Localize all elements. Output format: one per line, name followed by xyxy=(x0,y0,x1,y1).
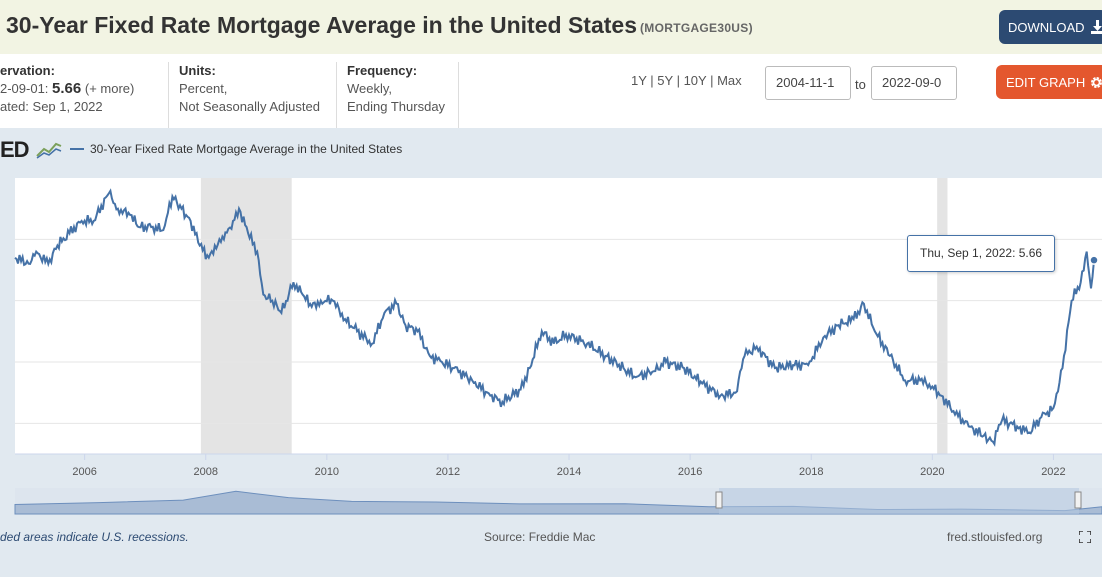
info-divider xyxy=(336,62,337,128)
range-max-link[interactable]: Max xyxy=(717,73,742,88)
start-date-input[interactable]: 2004-11-1 xyxy=(765,66,851,100)
frequency-label: Frequency: xyxy=(347,63,418,78)
source-note: Source: Freddie Mac xyxy=(484,530,596,544)
page-title: 30-Year Fixed Rate Mortgage Average in t… xyxy=(6,12,637,38)
info-divider xyxy=(458,62,459,128)
updated-date: ated: Sep 1, 2022 xyxy=(0,99,103,114)
plot-area xyxy=(15,178,1102,454)
tooltip-date: Thu, Sep 1, 2022: xyxy=(920,246,1016,260)
x-tick-label: 2006 xyxy=(72,466,96,478)
series-line xyxy=(14,188,1095,447)
units-line-2: Not Seasonally Adjusted xyxy=(179,99,320,114)
chart-tooltip: Thu, Sep 1, 2022: 5.66 xyxy=(907,235,1056,272)
frequency-line-1: Weekly, xyxy=(347,81,393,96)
observation-value: 5.66 xyxy=(52,80,82,97)
navigator-right-handle[interactable] xyxy=(1074,491,1082,509)
recession-bands xyxy=(200,178,948,454)
frequency-line-2: Ending Thursday xyxy=(347,99,446,114)
download-label: DOWNLOAD xyxy=(1008,19,1085,35)
range-10y-link[interactable]: 10Y xyxy=(683,73,707,88)
observation-label: ervation: xyxy=(0,63,55,78)
observation-line: 2-09-01: 5.66 (+ more) xyxy=(0,80,134,98)
observation-more-link[interactable]: (+ more) xyxy=(84,81,135,96)
site-link[interactable]: fred.stlouisfed.org xyxy=(947,530,1043,544)
navigator-selection[interactable] xyxy=(719,488,1079,514)
tooltip-value: 5.66 xyxy=(1018,246,1043,260)
download-button[interactable]: DOWNLOAD xyxy=(999,10,1102,44)
to-label: to xyxy=(855,77,866,92)
x-tick-label: 2016 xyxy=(678,466,702,478)
chart-legend: 30-Year Fixed Rate Mortgage Average in t… xyxy=(70,142,402,156)
hover-point xyxy=(1089,255,1099,265)
download-icon xyxy=(1090,20,1102,34)
gear-icon xyxy=(1091,76,1102,88)
x-tick-label: 2010 xyxy=(315,466,339,478)
x-tick-label: 2020 xyxy=(920,466,944,478)
legend-label: 30-Year Fixed Rate Mortgage Average in t… xyxy=(90,142,403,156)
range-1y-link[interactable]: 1Y xyxy=(631,73,647,88)
end-date-input[interactable]: 2022-09-0 xyxy=(871,66,957,100)
x-tick-label: 2018 xyxy=(799,466,823,478)
units-line-1: Percent, xyxy=(179,81,228,96)
fred-logo-chart-icon xyxy=(36,139,62,159)
edit-graph-button[interactable]: EDIT GRAPH xyxy=(996,65,1102,99)
navigator-left-handle[interactable] xyxy=(715,491,723,509)
fred-logo: ED xyxy=(0,137,30,162)
x-tick-label: 2012 xyxy=(436,466,460,478)
recession-band xyxy=(937,178,948,454)
edit-graph-label: EDIT GRAPH xyxy=(1006,74,1086,90)
chart-svg[interactable]: 2006 2008 2010 2012 2014 2016 2018 2020 2022 xyxy=(0,128,1102,528)
range-links: 1Y | 5Y | 10Y | Max xyxy=(631,73,742,88)
gridlines xyxy=(15,238,1102,424)
x-tick-label: 2008 xyxy=(193,466,217,478)
x-tick-label: 2022 xyxy=(1041,466,1065,478)
recession-band xyxy=(200,178,292,454)
x-tick-label: 2014 xyxy=(557,466,581,478)
observation-date: 2-09-01: xyxy=(0,81,49,96)
units-block: Units: Percent, Not Seasonally Adjusted xyxy=(179,62,320,116)
recession-note: ded areas indicate U.S. recessions. xyxy=(0,530,189,544)
info-divider xyxy=(168,62,169,128)
x-axis-ticks: 2006 2008 2010 2012 2014 2016 2018 2020 2022 xyxy=(15,453,1102,478)
observation-block: ervation: 2-09-01: 5.66 (+ more) ated: S… xyxy=(0,62,134,116)
header-bar: 30-Year Fixed Rate Mortgage Average in t… xyxy=(0,0,1102,54)
series-code: (MORTGAGE30US) xyxy=(640,21,753,35)
fullscreen-icon[interactable] xyxy=(1079,531,1091,543)
legend-swatch xyxy=(70,148,84,150)
range-5y-link[interactable]: 5Y xyxy=(657,73,673,88)
frequency-block: Frequency: Weekly, Ending Thursday xyxy=(347,62,445,116)
units-label: Units: xyxy=(179,63,216,78)
